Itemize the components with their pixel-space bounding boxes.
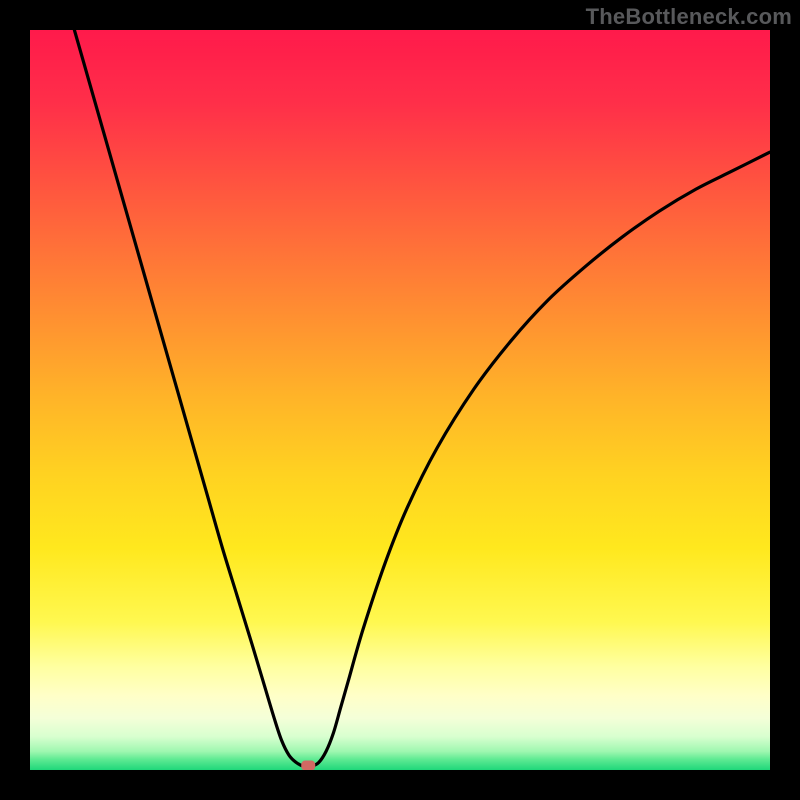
plot-area bbox=[30, 30, 770, 770]
watermark-label: TheBottleneck.com bbox=[586, 4, 792, 30]
gradient-background bbox=[30, 30, 770, 770]
chart-frame: TheBottleneck.com bbox=[0, 0, 800, 800]
optimum-marker bbox=[301, 761, 315, 770]
bottleneck-chart-svg bbox=[30, 30, 770, 770]
